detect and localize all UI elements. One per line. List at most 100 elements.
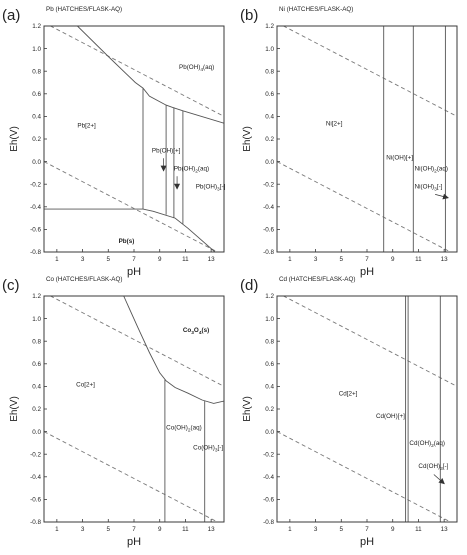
y-axis-label: Eh(V) — [242, 126, 253, 152]
x-tick-label: 1 — [288, 256, 292, 263]
species-label: Co[2+] — [76, 381, 95, 388]
x-tick-label: 3 — [314, 256, 318, 263]
species-label: Pb[2+] — [77, 123, 96, 130]
species-label: Cd(OH)3[-] — [418, 463, 448, 472]
phase-boundary-2 — [142, 208, 216, 252]
water-stability-line-1 — [49, 296, 224, 387]
chart-title: Co (HATCHES/FLASK-AQ) — [46, 276, 123, 283]
annotation-arrow — [435, 193, 449, 200]
y-tick-label: -0.6 — [30, 227, 41, 234]
x-tick-label: 13 — [208, 256, 216, 263]
phase-boundary-1 — [123, 296, 224, 404]
y-tick-label: 1.2 — [265, 23, 274, 30]
species-label: Cd(OH)[+] — [376, 413, 405, 420]
x-tick-label: 1 — [288, 526, 292, 533]
x-tick-label: 11 — [415, 526, 422, 533]
y-axis-label: Eh(V) — [9, 126, 20, 152]
y-tick-label: 0.0 — [265, 429, 274, 436]
x-tick-label: 5 — [340, 526, 344, 533]
y-tick-label: 0.0 — [265, 159, 274, 166]
species-label: Ni(OH)3[-] — [415, 184, 443, 193]
panel-letter: (d) — [240, 277, 258, 294]
y-tick-label: 1.0 — [265, 316, 274, 323]
y-tick-label: 0.0 — [32, 429, 41, 436]
species-label: Pb(OH)4(aq) — [179, 64, 214, 73]
chart-title: Ni (HATCHES/FLASK-AQ) — [279, 6, 353, 13]
x-tick-label: 1 — [55, 256, 59, 263]
chart-title: Pb (HATCHES/FLASK-AQ) — [46, 6, 122, 13]
water-stability-line-2 — [44, 431, 219, 522]
x-tick-label: 3 — [81, 526, 85, 533]
y-tick-label: -0.8 — [263, 519, 274, 526]
y-tick-label: -0.2 — [263, 181, 274, 188]
x-tick-label: 11 — [415, 256, 422, 263]
chart-panel-4: (d) Cd (HATCHES/FLASK-AQ) -0.8 -0.6 -0.4 -0.2… — [240, 276, 458, 548]
x-tick-label: 5 — [107, 256, 111, 263]
x-tick-label: 9 — [158, 256, 162, 263]
y-tick-label: 0.2 — [265, 406, 274, 413]
y-tick-label: -0.4 — [30, 204, 41, 211]
species-label: Ni(OH)2(aq) — [415, 166, 448, 175]
y-axis-label: Eh(V) — [242, 396, 253, 422]
y-tick-label: -0.2 — [30, 451, 41, 458]
species-label: Co3O4(s) — [183, 327, 209, 336]
panel-letter: (a) — [2, 7, 20, 24]
x-tick-label: 7 — [132, 256, 136, 263]
species-label: Co(OH)3[-] — [193, 445, 223, 454]
y-tick-label: 0.4 — [265, 384, 274, 391]
species-label: Cd[2+] — [339, 390, 358, 397]
y-tick-label: 0.8 — [265, 68, 274, 75]
species-label: Cd(OH)2(aq) — [409, 440, 445, 449]
x-tick-label: 9 — [158, 526, 162, 533]
y-tick-label: -0.2 — [263, 451, 274, 458]
panel-letter: (c) — [2, 277, 20, 294]
y-tick-label: 1.2 — [32, 293, 41, 300]
y-tick-label: -0.4 — [263, 474, 274, 481]
water-stability-line-2 — [44, 161, 219, 252]
y-tick-label: 0.6 — [32, 361, 41, 368]
y-tick-label: -0.8 — [30, 249, 41, 256]
y-tick-label: 0.2 — [32, 136, 41, 143]
x-tick-label: 1 — [55, 526, 59, 533]
y-tick-label: -0.6 — [263, 227, 274, 234]
y-tick-label: 0.6 — [265, 91, 274, 98]
chart-panel-1: (a) Pb (HATCHES/FLASK-AQ) -0.8 -0.6 -0.4 -0.2… — [2, 6, 226, 278]
x-tick-label: 9 — [391, 256, 395, 263]
x-axis-label: pH — [360, 266, 374, 278]
chart-panel-3: (c) Co (HATCHES/FLASK-AQ) -0.8 -0.6 -0.4 -0.2… — [2, 276, 225, 548]
x-axis-label: pH — [360, 536, 374, 548]
species-label: Ni(OH)[+] — [386, 154, 413, 161]
y-tick-label: -0.6 — [30, 497, 41, 504]
x-tick-label: 11 — [182, 526, 189, 533]
y-tick-label: 0.2 — [32, 406, 41, 413]
x-tick-label: 5 — [340, 256, 344, 263]
y-tick-label: 0.4 — [32, 114, 41, 121]
y-axis-label: Eh(V) — [9, 396, 20, 422]
y-tick-label: 0.2 — [265, 136, 274, 143]
y-tick-label: 1.2 — [32, 23, 41, 30]
x-tick-label: 13 — [208, 526, 216, 533]
y-tick-label: 1.2 — [265, 293, 274, 300]
x-tick-label: 13 — [441, 526, 449, 533]
water-stability-line-1 — [49, 26, 224, 117]
water-stability-line-1 — [282, 26, 457, 117]
y-tick-label: -0.4 — [263, 204, 274, 211]
phase-boundary-3 — [77, 26, 224, 124]
x-axis-label: pH — [127, 536, 141, 548]
y-tick-label: 0.8 — [32, 338, 41, 345]
y-tick-label: -0.2 — [30, 181, 41, 188]
species-label: Pb(s) — [119, 238, 135, 245]
species-label: Ni[2+] — [326, 120, 343, 127]
plot-frame — [276, 25, 458, 253]
x-tick-label: 3 — [81, 256, 85, 263]
y-tick-label: 1.0 — [32, 316, 41, 323]
y-tick-label: -0.8 — [30, 519, 41, 526]
species-label: Pb(OH)3[-] — [196, 184, 226, 193]
plot-frame — [43, 25, 225, 253]
chart-title: Cd (HATCHES/FLASK-AQ) — [279, 276, 356, 283]
x-tick-label: 11 — [182, 256, 189, 263]
species-label: Pb(OH)[+] — [152, 148, 181, 155]
y-tick-label: 0.4 — [265, 114, 274, 121]
species-label: Co(OH)2(aq) — [166, 424, 202, 433]
